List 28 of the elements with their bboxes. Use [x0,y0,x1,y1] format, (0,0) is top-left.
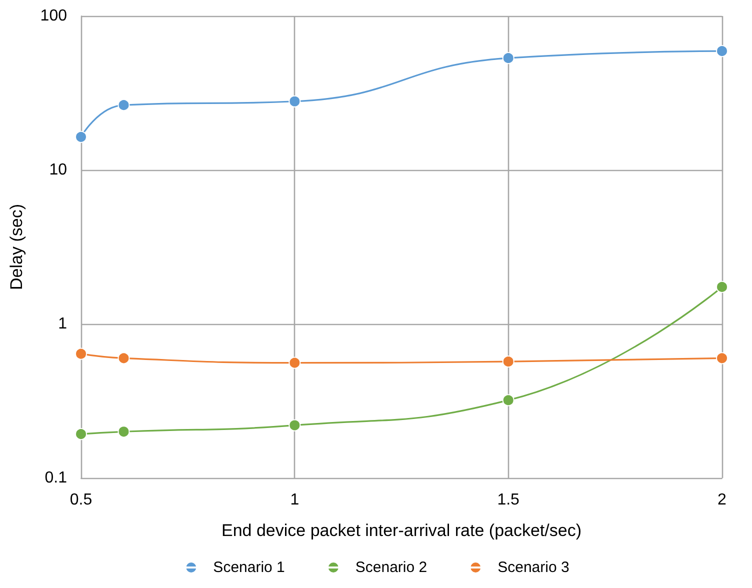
y-tick-label: 10 [49,162,68,178]
point [502,394,514,406]
point [716,280,728,293]
point [75,348,87,360]
legend-label: Scenario 1 [213,559,285,576]
legend-label: Scenario 3 [498,559,570,576]
point [716,352,728,364]
point [288,95,301,108]
point [75,130,87,143]
y-tick-label: 0.1 [44,470,68,486]
x-tick-label: 0.5 [70,492,92,508]
x-tick-label: 1 [290,492,300,508]
y-tick-label: 1 [58,316,68,332]
point [118,352,130,364]
x-axis-title: End device packet inter-arrival rate (packet/sec) [222,521,582,540]
point [75,428,87,440]
y-tick-label: 100 [40,8,68,24]
point [716,45,728,58]
point [288,419,301,432]
point [118,426,130,438]
x-tick-label: 2 [718,492,727,508]
x-tick-label: 1.5 [497,492,520,508]
legend-label: Scenario 2 [355,559,428,576]
y-axis-title: Delay (sec) [7,204,26,290]
point [502,356,514,368]
point [118,99,130,112]
point [288,356,301,369]
point [502,52,514,64]
